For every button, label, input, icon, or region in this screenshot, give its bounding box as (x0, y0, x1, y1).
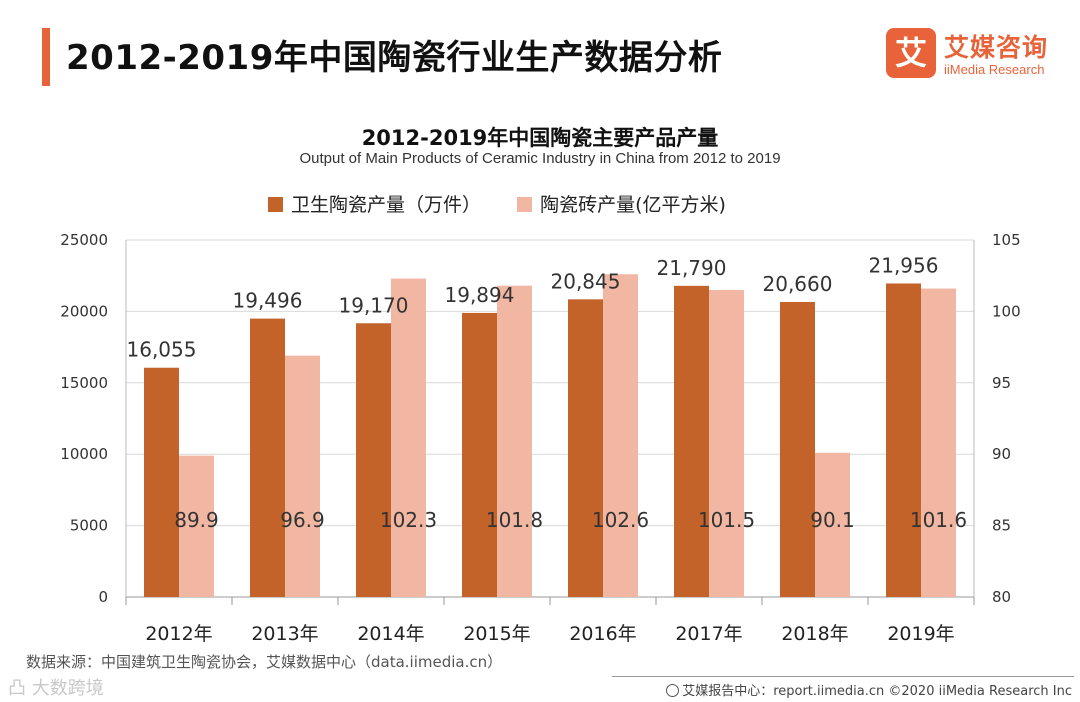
bar-sanitary (780, 301, 815, 597)
brand-logo: 艾 艾媒咨询 iiMedia Research (886, 26, 1058, 82)
bar-sanitary (356, 323, 391, 597)
data-label-tiles: 102.6 (592, 508, 649, 532)
data-label-sanitary: 16,055 (127, 338, 197, 362)
data-label-tiles: 101.8 (486, 508, 543, 532)
x-axis-category-label: 2013年 (251, 623, 318, 645)
legend-item-tiles[interactable]: 陶瓷砖产量(亿平方米) (517, 190, 726, 217)
data-label-tiles: 101.6 (910, 508, 967, 532)
bar-tiles (179, 455, 214, 597)
footer-text: 艾媒报告中心：report.iimedia.cn ©2020 iiMedia R… (682, 684, 1072, 699)
data-label-tiles: 96.9 (280, 508, 325, 532)
left-axis-tick-label: 25000 (60, 231, 108, 249)
x-axis-category-label: 2018年 (781, 623, 848, 645)
legend-label-sanitary: 卫生陶瓷产量（万件） (291, 194, 482, 216)
bar-tiles (921, 288, 956, 597)
bar-tiles (497, 285, 532, 597)
right-axis-tick-label: 85 (992, 517, 1011, 535)
footer-divider (612, 676, 1074, 677)
data-label-sanitary: 21,790 (657, 256, 727, 280)
footer: 艾媒报告中心：report.iimedia.cn ©2020 iiMedia R… (666, 680, 1072, 699)
brand-name-cn: 艾媒咨询 (944, 33, 1049, 62)
bar-sanitary (674, 285, 709, 597)
page-title: 2012-2019年中国陶瓷行业生产数据分析 (66, 38, 723, 78)
bar-tiles (285, 355, 320, 597)
data-label-tiles: 101.5 (698, 508, 755, 532)
data-label-sanitary: 19,894 (445, 283, 515, 307)
left-axis-tick-label: 5000 (70, 517, 108, 535)
title-accent-bar (42, 28, 50, 86)
chart-legend: 卫生陶瓷产量（万件） 陶瓷砖产量(亿平方米) (268, 190, 756, 217)
data-label-sanitary: 19,170 (339, 293, 409, 317)
bar-sanitary (886, 283, 921, 597)
x-axis-category-label: 2015年 (463, 623, 530, 645)
right-axis-tick-label: 95 (992, 374, 1011, 392)
right-axis-tick-label: 90 (992, 445, 1011, 463)
data-label-sanitary: 21,956 (869, 253, 939, 277)
right-axis-tick-label: 80 (992, 588, 1011, 606)
watermark: 凸 大数跨境 (8, 678, 104, 699)
bar-sanitary (250, 318, 285, 597)
data-label-sanitary: 20,660 (763, 272, 833, 296)
data-source: 数据来源：中国建筑卫生陶瓷协会，艾媒数据中心（data.iimedia.cn） (26, 653, 503, 671)
left-axis-tick-label: 15000 (60, 374, 108, 392)
left-axis-tick-label: 20000 (60, 302, 108, 320)
right-axis-tick-label: 100 (992, 302, 1021, 320)
chart-title: 2012-2019年中国陶瓷主要产品产量 (361, 126, 719, 150)
globe-icon (666, 684, 680, 697)
data-label-sanitary: 20,845 (551, 269, 621, 293)
x-axis-category-label: 2019年 (887, 623, 954, 645)
data-label-sanitary: 19,496 (233, 289, 303, 313)
data-label-tiles: 102.3 (380, 508, 437, 532)
bar-tiles (709, 289, 744, 597)
bar-tiles (815, 452, 850, 597)
bar-sanitary (144, 367, 179, 597)
legend-swatch-tiles (517, 197, 533, 212)
left-axis-tick-label: 10000 (60, 445, 108, 463)
x-axis-category-label: 2012年 (145, 623, 212, 645)
x-axis-category-label: 2016年 (569, 623, 636, 645)
legend-swatch-sanitary (268, 197, 283, 212)
data-label-tiles: 90.1 (810, 508, 855, 532)
bar-tiles (603, 274, 638, 597)
brand-name-en: iiMedia Research (944, 62, 1045, 77)
x-axis-category-label: 2014年 (357, 623, 424, 645)
legend-label-tiles: 陶瓷砖产量(亿平方米) (540, 194, 726, 216)
left-axis-tick-label: 0 (98, 588, 108, 606)
right-axis-tick-label: 105 (992, 231, 1021, 249)
chart-subtitle: Output of Main Products of Ceramic Indus… (299, 150, 781, 167)
bar-tiles (391, 278, 426, 597)
legend-item-sanitary[interactable]: 卫生陶瓷产量（万件） (268, 190, 481, 217)
bar-sanitary (568, 299, 603, 597)
bar-sanitary (462, 312, 497, 597)
data-label-tiles: 89.9 (174, 508, 219, 532)
x-axis-category-label: 2017年 (675, 623, 742, 645)
brand-logo-mark: 艾 (886, 28, 936, 78)
